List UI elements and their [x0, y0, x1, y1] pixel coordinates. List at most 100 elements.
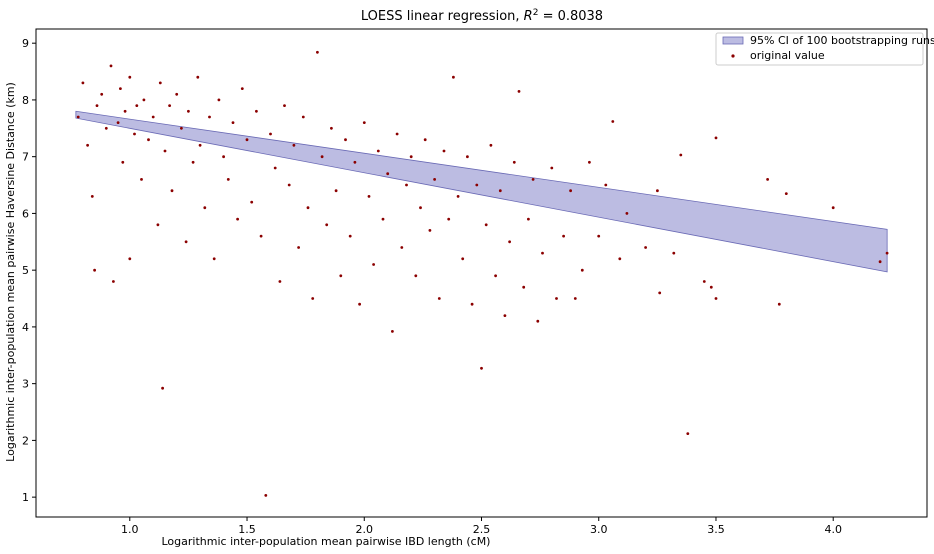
legend: 95% CI of 100 bootstrapping runs origina…	[715, 32, 934, 66]
scatter-point	[484, 223, 488, 227]
scatter-point	[686, 432, 690, 435]
scatter-point	[112, 280, 115, 283]
scatter-point	[316, 50, 319, 54]
scatter-point	[536, 319, 540, 323]
scatter-point	[672, 251, 676, 255]
scatter-point	[644, 246, 647, 249]
y-tick-label: 3	[22, 378, 29, 391]
scatter-point	[123, 109, 127, 113]
scatter-point	[452, 75, 455, 79]
scatter-point	[269, 132, 272, 136]
scatter-point	[306, 206, 310, 210]
scatter-point	[217, 98, 221, 102]
scatter-point	[76, 115, 80, 119]
scatter-point	[283, 104, 286, 107]
scatter-point	[163, 149, 167, 153]
scatter-point	[231, 121, 235, 124]
scatter-point	[503, 314, 507, 317]
x-tick-label: 2.0	[356, 523, 374, 536]
scatter-point	[330, 126, 333, 130]
scatter-point	[405, 183, 408, 187]
scatter-point	[541, 251, 544, 255]
x-tick-label: 1.5	[238, 523, 256, 536]
scatter-point	[121, 160, 125, 164]
scatter-point	[456, 195, 460, 198]
scatter-point	[391, 330, 394, 333]
scatter-point	[325, 223, 329, 227]
scatter-point	[550, 166, 554, 170]
scatter-point	[170, 189, 174, 193]
scatter-point	[311, 297, 315, 300]
scatter-point	[475, 183, 479, 187]
scatter-points	[76, 50, 889, 497]
scatter-point	[604, 183, 608, 187]
scatter-point	[625, 212, 629, 215]
scatter-point	[212, 257, 216, 261]
scatter-point	[240, 87, 244, 90]
scatter-point	[334, 189, 338, 193]
scatter-point	[423, 138, 427, 142]
scatter-point	[191, 160, 195, 164]
scatter-point	[93, 268, 96, 272]
scatter-point	[885, 251, 889, 255]
scatter-point	[203, 206, 207, 210]
x-tick-label: 3.0	[590, 523, 608, 536]
scatter-point	[198, 143, 202, 147]
x-tick-label: 2.5	[473, 523, 491, 536]
scatter-point	[142, 98, 146, 102]
scatter-point	[679, 153, 683, 157]
scatter-point	[766, 178, 769, 181]
scatter-point	[442, 149, 446, 153]
scatter-point	[409, 155, 413, 159]
scatter-point	[569, 189, 572, 193]
scatter-point	[147, 138, 150, 142]
scatter-point	[714, 297, 718, 300]
x-axis-ticks: 1.0 1.5 2.0 2.5 3.0 3.5 4.0	[121, 517, 842, 536]
scatter-point	[151, 115, 155, 119]
scatter-point	[702, 280, 706, 283]
scatter-point	[428, 229, 432, 232]
scatter-point	[531, 178, 535, 181]
scatter-point	[95, 104, 99, 107]
scatter-point	[555, 297, 558, 300]
scatter-point	[353, 160, 357, 164]
scatter-point	[344, 138, 347, 142]
scatter-point	[348, 234, 352, 238]
y-tick-label: 1	[22, 491, 29, 504]
scatter-point	[494, 274, 497, 278]
y-tick-label: 9	[22, 37, 29, 50]
scatter-point	[784, 192, 788, 196]
scatter-point	[278, 280, 282, 283]
scatter-point	[116, 121, 120, 124]
scatter-point	[461, 257, 465, 261]
x-axis-label: Logarithmic inter-population mean pairwi…	[162, 535, 491, 548]
scatter-point	[831, 206, 835, 210]
scatter-point	[466, 155, 469, 159]
scatter-point	[709, 285, 713, 289]
y-tick-label: 2	[22, 434, 29, 447]
scatter-point	[128, 257, 132, 261]
scatter-point	[433, 178, 436, 181]
y-tick-label: 6	[22, 207, 29, 220]
legend-label-points: original value	[750, 49, 825, 62]
scatter-point	[480, 366, 483, 370]
scatter-point	[168, 104, 172, 107]
scatter-point	[400, 246, 404, 249]
scatter-point	[588, 160, 591, 164]
y-tick-label: 5	[22, 264, 29, 277]
scatter-point	[135, 104, 139, 107]
scatter-point	[489, 143, 493, 147]
scatter-point	[156, 223, 160, 227]
scatter-point	[573, 297, 577, 300]
confidence-band	[75, 110, 888, 273]
legend-label-band: 95% CI of 100 bootstrapping runs	[750, 34, 934, 47]
scatter-point	[658, 291, 662, 295]
scatter-point	[128, 75, 132, 79]
scatter-point	[395, 132, 399, 136]
scatter-point	[367, 195, 371, 198]
scatter-point	[133, 132, 136, 136]
scatter-point	[386, 172, 390, 176]
scatter-point	[158, 81, 162, 85]
